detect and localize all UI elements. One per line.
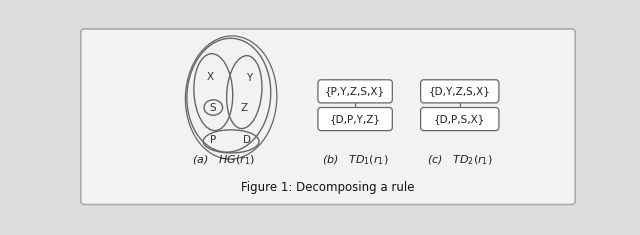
Text: (c)   $TD_2(r_1)$: (c) $TD_2(r_1)$ bbox=[427, 154, 493, 168]
Text: S: S bbox=[209, 102, 216, 113]
Text: Z: Z bbox=[241, 102, 248, 113]
Text: {D,P,S,X}: {D,P,S,X} bbox=[434, 114, 485, 124]
Text: (a)   $HG(r_1)$: (a) $HG(r_1)$ bbox=[192, 154, 255, 168]
Text: {D,Y,Z,S,X}: {D,Y,Z,S,X} bbox=[429, 86, 491, 96]
FancyBboxPatch shape bbox=[420, 80, 499, 103]
Text: {P,Y,Z,S,X}: {P,Y,Z,S,X} bbox=[325, 86, 385, 96]
Text: Figure 1: Decomposing a rule: Figure 1: Decomposing a rule bbox=[241, 181, 415, 194]
Text: {D,P,Y,Z}: {D,P,Y,Z} bbox=[330, 114, 381, 124]
FancyBboxPatch shape bbox=[318, 107, 392, 131]
FancyBboxPatch shape bbox=[420, 107, 499, 131]
Text: Y: Y bbox=[246, 73, 252, 83]
Text: X: X bbox=[207, 72, 214, 82]
FancyBboxPatch shape bbox=[81, 29, 575, 204]
Text: D: D bbox=[243, 135, 251, 145]
Text: P: P bbox=[210, 135, 216, 145]
FancyBboxPatch shape bbox=[318, 80, 392, 103]
Text: (b)   $TD_1(r_1)$: (b) $TD_1(r_1)$ bbox=[322, 154, 388, 168]
